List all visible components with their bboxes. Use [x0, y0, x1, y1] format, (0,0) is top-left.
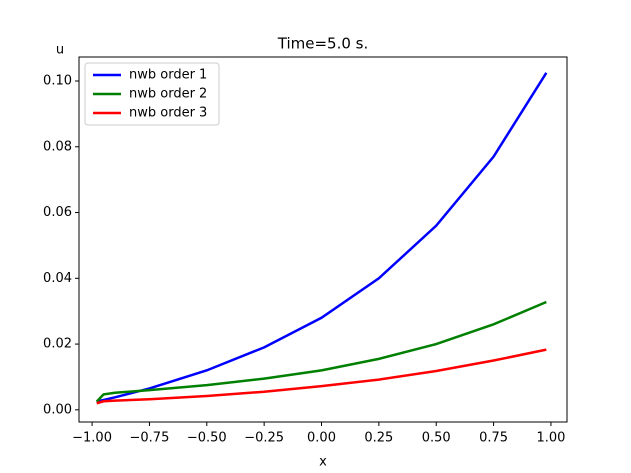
y-tick-label: 0.10 — [43, 74, 72, 89]
y-axis-label: u — [56, 43, 64, 58]
y-tick-label: 0.08 — [43, 139, 72, 154]
legend-box — [84, 62, 220, 126]
y-tick-label: 0.02 — [43, 337, 72, 352]
line-series — [96, 348, 547, 405]
x-tick-label: −0.75 — [130, 431, 170, 446]
line-series — [95, 300, 547, 403]
x-axis-label: x — [319, 455, 327, 470]
y-tick-label: 0.06 — [43, 205, 72, 220]
x-tick-label: 0.75 — [479, 431, 508, 446]
x-tick-label: −0.25 — [244, 431, 284, 446]
y-tick-label: 0.00 — [43, 402, 72, 417]
x-tick-label: −1.00 — [72, 431, 112, 446]
y-tick-label: 0.04 — [43, 271, 72, 286]
legend-label: nwb order 2 — [129, 87, 207, 102]
x-tick-label: 0.00 — [307, 431, 336, 446]
plot-frame — [78, 56, 568, 423]
x-tick-label: −0.50 — [187, 431, 227, 446]
x-tick-label: 0.25 — [364, 431, 393, 446]
line-series — [96, 72, 548, 403]
x-tick-label: 0.50 — [422, 431, 451, 446]
legend-label: nwb order 1 — [129, 68, 207, 83]
chart-title: Time=5.0 s. — [277, 35, 368, 53]
x-tick-label: 1.00 — [536, 431, 565, 446]
legend-label: nwb order 3 — [129, 106, 207, 121]
